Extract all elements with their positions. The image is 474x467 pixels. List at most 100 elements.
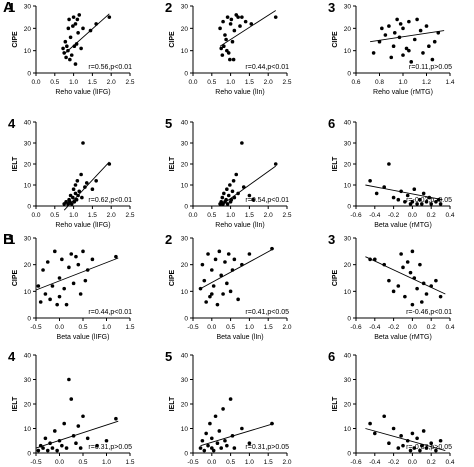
y-tick-label: 20 (344, 26, 352, 33)
data-point (215, 441, 220, 446)
panel-number: 1 (8, 0, 15, 15)
x-tick-label: -0.2 (388, 324, 400, 331)
data-point (95, 443, 99, 448)
y-tick-label: 10 (344, 426, 352, 433)
panel-number: 3 (328, 0, 335, 15)
data-point (232, 446, 237, 450)
data-point (401, 265, 405, 270)
x-tick-label: 1.0 (226, 212, 235, 219)
data-point (210, 292, 214, 296)
data-point (421, 191, 426, 196)
data-point (236, 15, 240, 19)
x-tick-label: 1.5 (245, 79, 254, 86)
y-tick-label: 0 (184, 204, 188, 211)
data-point (397, 35, 402, 40)
data-point (247, 441, 252, 446)
data-point (273, 162, 278, 166)
data-point (247, 193, 252, 198)
data-point (225, 443, 229, 448)
data-point (211, 284, 216, 288)
y-tick-label: 20 (24, 402, 32, 409)
data-point (249, 22, 254, 26)
data-point (410, 200, 415, 204)
correlation-annotation: r=0.44,p<0.01 (88, 309, 132, 316)
data-point (236, 191, 240, 196)
x-tick-label: 1.5 (125, 459, 134, 466)
correlation-annotation: r=-0.46,p<0.01 (406, 309, 452, 316)
data-point (405, 193, 410, 198)
data-point (399, 189, 403, 194)
data-point (77, 13, 82, 17)
x-tick-label: 0.4 (445, 324, 454, 331)
data-point (68, 193, 73, 198)
trend-line (219, 165, 276, 207)
x-tick-label: 1.0 (69, 79, 78, 86)
data-point (62, 51, 66, 55)
x-tick-label: 0.5 (207, 79, 216, 86)
data-point (83, 278, 88, 283)
data-point (83, 185, 87, 189)
data-point (60, 443, 64, 448)
data-point (391, 426, 396, 431)
x-axis-title: Beta value (lIn) (216, 334, 263, 341)
data-point (41, 268, 45, 272)
data-point (229, 197, 234, 202)
x-tick-label: 0.0 (31, 79, 40, 86)
data-point (412, 446, 417, 450)
data-point (48, 441, 52, 446)
data-point (401, 53, 405, 57)
y-axis-title: CIPE (12, 31, 19, 48)
x-tick-label: 0.0 (31, 212, 40, 219)
data-point (38, 443, 43, 448)
data-point (76, 262, 81, 267)
data-point (427, 44, 431, 48)
data-point (76, 31, 80, 35)
x-tick-label: 2.5 (125, 212, 134, 219)
data-point (404, 46, 409, 51)
data-point (229, 17, 234, 22)
data-point (398, 22, 403, 26)
y-tick-label: 10 (344, 183, 352, 190)
y-tick-label: 30 (344, 4, 352, 11)
y-tick-label: 40 (344, 353, 352, 360)
x-tick-label: 0.0 (188, 212, 197, 219)
y-tick-label: 30 (24, 141, 32, 148)
x-tick-label: -0.5 (187, 324, 199, 331)
x-tick-label: -0.5 (187, 459, 199, 466)
data-point (114, 416, 118, 421)
data-point (38, 300, 43, 304)
data-point (79, 46, 83, 51)
y-tick-label: 10 (344, 289, 352, 296)
data-point (391, 289, 396, 294)
x-tick-label: -0.4 (369, 324, 381, 331)
correlation-annotation: r=0.54,p<0.01 (245, 197, 289, 204)
data-point (67, 377, 71, 382)
x-tick-label: 0.5 (226, 324, 235, 331)
data-point (391, 195, 396, 200)
data-point (424, 24, 429, 28)
data-point (407, 48, 411, 53)
data-point (226, 252, 231, 256)
data-point (204, 300, 208, 304)
data-point (64, 55, 68, 60)
data-point (434, 200, 438, 204)
y-tick-label: 20 (181, 262, 189, 269)
x-tick-label: 1.5 (88, 212, 97, 219)
data-point (198, 446, 203, 450)
x-tick-label: 0.6 (351, 79, 360, 86)
data-point (410, 249, 415, 254)
y-tick-label: 20 (181, 402, 189, 409)
data-point (225, 281, 229, 286)
panel-number: 5 (165, 116, 172, 131)
trend-line (200, 248, 275, 290)
x-tick-label: -0.5 (30, 324, 42, 331)
data-point (107, 15, 112, 19)
y-tick-label: 10 (24, 426, 32, 433)
data-point (410, 302, 415, 307)
data-point (432, 39, 437, 44)
data-point (62, 421, 66, 426)
y-axis-title: CIPE (332, 270, 339, 287)
data-point (418, 262, 422, 267)
x-tick-label: 0.4 (445, 459, 454, 466)
